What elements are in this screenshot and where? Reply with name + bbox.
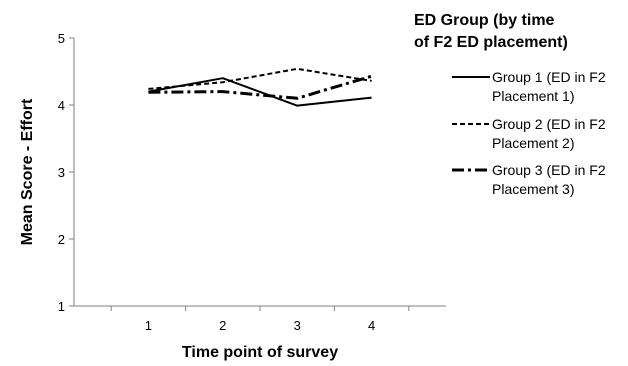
x-tick-label: 2 [219,318,226,333]
legend-label-group-1: Group 1 (ED in F2 [492,69,606,85]
y-tick-label: 4 [58,98,65,113]
x-axis-title: Time point of survey [182,344,338,361]
y-tick-label: 2 [58,232,65,247]
x-tick-label: 4 [368,318,375,333]
legend-label-group-3: Group 3 (ED in F2 [492,162,606,178]
legend-label-group-2: Group 2 (ED in F2 [492,116,606,132]
legend-title-line: ED Group (by time [414,12,555,29]
x-tick-label: 3 [294,318,301,333]
legend-label-group-3: Placement 3) [492,181,574,197]
y-tick-label: 5 [58,31,65,46]
series-line-group-3 [148,74,373,100]
y-tick-label: 1 [58,299,65,314]
legend-label-group-1: Placement 1) [492,88,574,104]
legend-title-line: of F2 ED placement) [414,34,568,51]
x-tick-label: 1 [145,318,152,333]
series-line-group-2 [148,67,372,90]
legend: ED Group (by time of F2 ED placement) Grou… [414,12,606,197]
series-lines [148,67,373,107]
series-line-group-1 [148,77,372,107]
legend-label-group-2: Placement 2) [492,135,574,151]
y-tick-label: 3 [58,165,65,180]
axes: 1 2 3 4 5 1 2 3 4 [58,31,446,333]
y-axis-title: Mean Score - Effort [19,98,36,245]
